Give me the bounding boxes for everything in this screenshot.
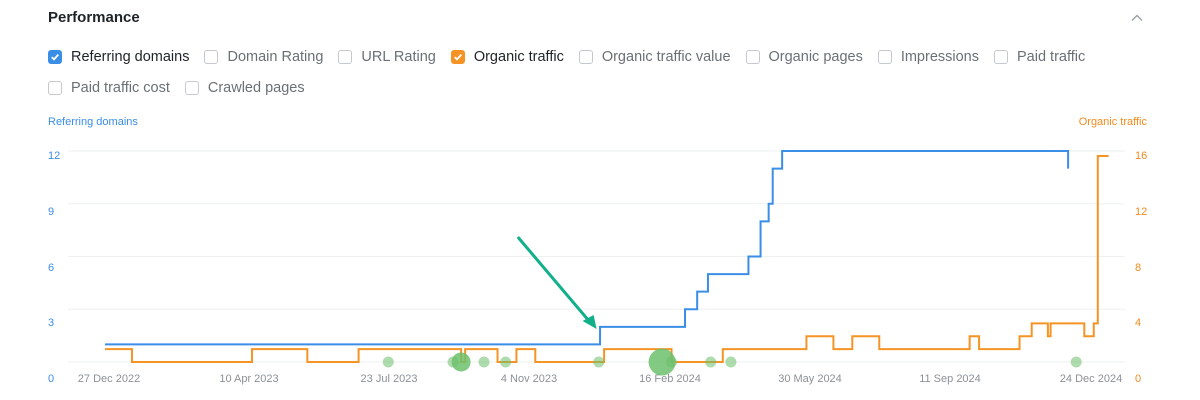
metric-label: Crawled pages — [207, 80, 305, 96]
metric-label: Organic pages — [768, 49, 863, 65]
left-tick-label: 9 — [48, 206, 55, 218]
event-dot — [705, 356, 717, 368]
right-tick-label: 12 — [1135, 206, 1148, 218]
metric-url-rating[interactable]: URL Rating — [338, 49, 436, 65]
arrow-head — [582, 315, 597, 329]
event-dot — [1070, 356, 1082, 368]
metric-crawled-pages[interactable]: Crawled pages — [184, 80, 305, 96]
metric-row-2: Paid traffic cost Crawled pages — [48, 77, 1148, 99]
x-tick-label: 27 Dec 2022 — [77, 373, 141, 385]
event-dot — [451, 352, 471, 372]
x-tick-label: 23 Jul 2023 — [360, 373, 418, 385]
series-line-organic-traffic — [105, 155, 1109, 363]
annotation-arrow — [517, 236, 594, 326]
x-tick-label: 24 Dec 2024 — [1059, 373, 1123, 385]
metric-label: Domain Rating — [227, 49, 324, 65]
metric-paid-traffic[interactable]: Paid traffic — [994, 49, 1085, 65]
event-dot — [593, 356, 605, 368]
performance-header: Performance — [48, 9, 1152, 29]
metric-label: Referring domains — [71, 49, 190, 65]
metric-label: Paid traffic cost — [71, 80, 170, 96]
right-tick-label: 4 — [1135, 317, 1142, 329]
metric-label: Organic traffic — [473, 49, 564, 65]
metric-row-1: Referring domains Domain Rating URL Rati… — [48, 46, 1148, 68]
checkbox-icon[interactable] — [745, 50, 760, 64]
series-line-referring-domains — [105, 150, 1070, 346]
x-tick-label: 11 Sep 2024 — [919, 373, 981, 385]
x-tick-label: 30 May 2024 — [778, 373, 842, 385]
metric-label: Paid traffic — [1017, 49, 1086, 65]
event-dot — [500, 356, 512, 368]
checkbox-icon[interactable] — [48, 81, 62, 95]
x-tick-label: 16 Feb 2024 — [639, 373, 701, 385]
x-tick-label: 4 Nov 2023 — [500, 373, 558, 385]
event-dot — [382, 356, 394, 368]
metric-label: URL Rating — [361, 49, 436, 65]
right-axis-title: Organic traffic — [1078, 116, 1147, 128]
chevron-up-icon[interactable] — [1130, 11, 1144, 25]
metric-organic-traffic-value[interactable]: Organic traffic value — [578, 49, 731, 65]
right-tick-label: 0 — [1135, 373, 1142, 385]
left-tick-label: 0 — [48, 373, 55, 385]
right-tick-label: 16 — [1135, 150, 1148, 162]
checkbox-icon[interactable] — [578, 50, 593, 64]
metric-label: Impressions — [900, 49, 979, 65]
left-tick-label: 3 — [48, 317, 55, 329]
checkbox-checked-icon[interactable] — [450, 50, 465, 64]
metric-impressions[interactable]: Impressions — [877, 49, 979, 65]
right-tick-label: 8 — [1135, 262, 1142, 274]
checkbox-icon[interactable] — [184, 81, 199, 95]
metric-label: Organic traffic value — [601, 49, 731, 65]
metric-organic-pages[interactable]: Organic pages — [745, 49, 863, 65]
metric-paid-traffic-cost[interactable]: Paid traffic cost — [48, 80, 170, 96]
section-title: Performance — [48, 9, 140, 26]
checkbox-checked-icon[interactable] — [48, 50, 62, 64]
checkbox-icon[interactable] — [204, 50, 219, 64]
event-dot — [648, 348, 676, 376]
event-dot — [666, 356, 678, 368]
event-dot — [478, 356, 490, 368]
x-tick-label: 10 Apr 2023 — [219, 373, 279, 385]
left-tick-label: 6 — [48, 262, 55, 274]
checkbox-icon[interactable] — [338, 50, 353, 64]
left-axis-title: Referring domains — [48, 116, 138, 128]
metric-domain-rating[interactable]: Domain Rating — [204, 49, 323, 65]
event-dot — [725, 356, 737, 368]
left-tick-label: 12 — [48, 150, 61, 162]
checkbox-icon[interactable] — [877, 50, 892, 64]
metric-toggles: Referring domains Domain Rating URL Rati… — [48, 46, 1148, 108]
metric-referring-domains[interactable]: Referring domains — [48, 49, 189, 65]
metric-organic-traffic[interactable]: Organic traffic — [450, 49, 564, 65]
checkbox-icon[interactable] — [994, 50, 1008, 64]
